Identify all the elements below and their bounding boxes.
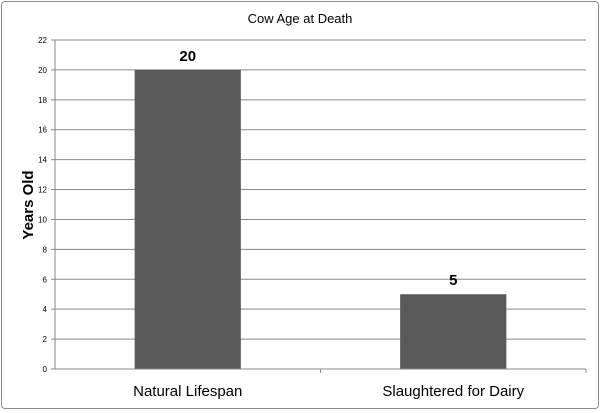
y-tick-label: 16 (38, 126, 47, 135)
y-tick-label: 20 (38, 66, 47, 75)
bar (134, 69, 241, 369)
y-tick-label: 14 (38, 156, 47, 165)
x-tick-label: Natural Lifespan (133, 383, 242, 400)
y-tick-label: 0 (43, 365, 48, 374)
y-tick-label: 12 (38, 186, 47, 195)
x-tick-label: Slaughtered for Dairy (382, 383, 524, 400)
y-tick-label: 2 (43, 335, 48, 344)
chart-title: Cow Age at Death (248, 11, 353, 26)
data-label: 5 (449, 272, 457, 289)
y-tick-label: 4 (43, 305, 48, 314)
y-tick-label: 10 (38, 215, 47, 224)
y-axis-label: Years Old (20, 170, 37, 239)
y-tick-label: 6 (43, 275, 48, 284)
y-tick-label: 8 (43, 245, 48, 254)
y-tick-label: 18 (38, 96, 47, 105)
data-label: 20 (179, 48, 196, 65)
bars: 20 5 (134, 48, 507, 369)
y-tick-label: 22 (38, 36, 47, 45)
axes: 0 2 4 6 8 10 12 14 16 18 20 22 Natural Lifespan Slaug… (38, 36, 587, 400)
bar (400, 294, 507, 369)
